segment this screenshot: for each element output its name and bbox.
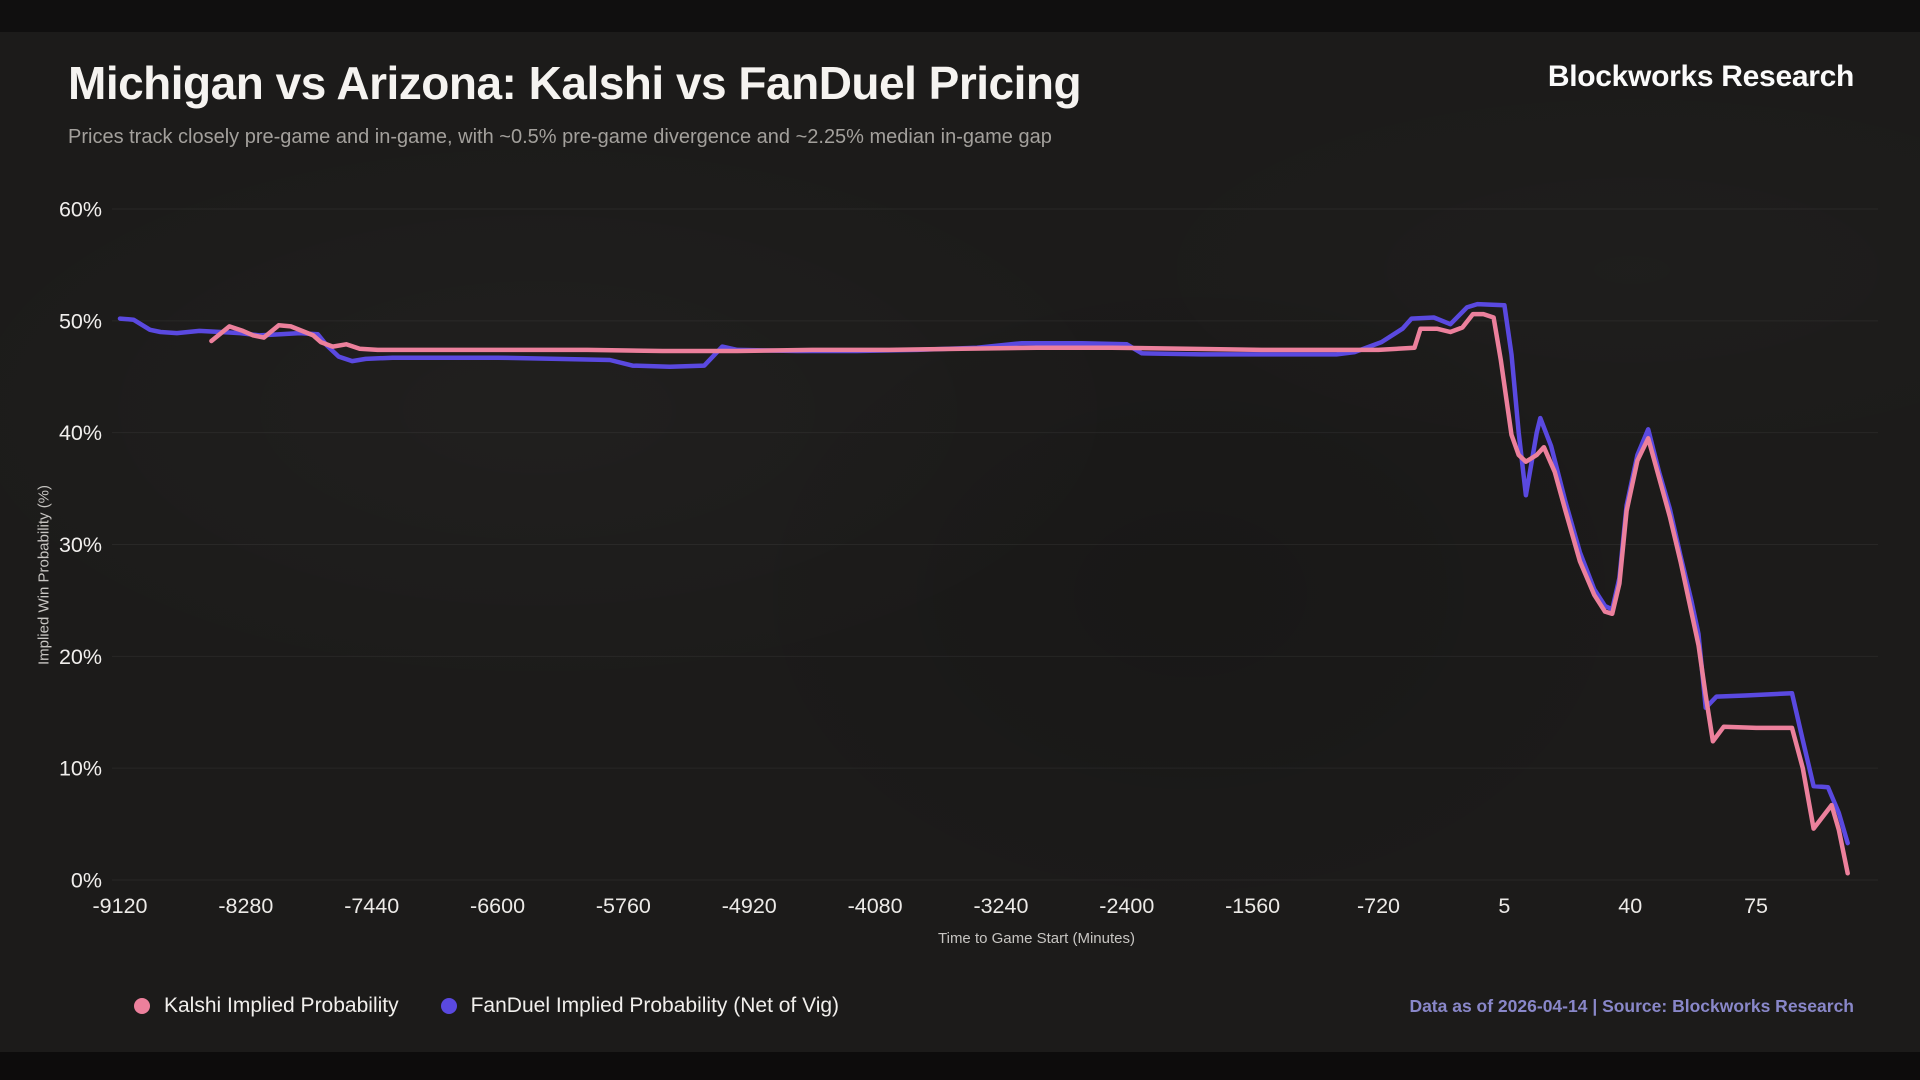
x-tick-label: 40 — [1618, 894, 1642, 918]
x-tick-label: -5760 — [596, 894, 651, 918]
source-footnote: Data as of 2026-04-14 | Source: Blockwor… — [1409, 996, 1854, 1016]
x-tick-label: 5 — [1498, 894, 1510, 918]
x-tick-label: -4920 — [722, 894, 777, 918]
x-tick-label: -9120 — [93, 894, 148, 918]
brand-logo: Blockworks Research — [1547, 60, 1854, 93]
series-line-fanduel — [117, 301, 1850, 846]
x-tick-label: -3240 — [973, 894, 1028, 918]
legend-item-fanduel: FanDuel Implied Probability (Net of Vig) — [440, 994, 840, 1018]
y-tick-label: 20% — [59, 645, 102, 669]
x-tick-label: -4080 — [848, 894, 903, 918]
y-tick-label: 0% — [71, 869, 102, 893]
y-tick-label: 60% — [59, 198, 102, 222]
y-axis-title: Implied Win Probability (%) — [35, 484, 53, 666]
y-tick-label: 40% — [59, 421, 102, 445]
y-tick-label: 50% — [59, 309, 102, 333]
y-tick-label: 10% — [59, 757, 102, 781]
x-tick-label: -1560 — [1225, 894, 1280, 918]
legend-item-kalshi: Kalshi Implied Probability — [134, 994, 399, 1018]
page-title: Michigan vs Arizona: Kalshi vs FanDuel P… — [68, 57, 1082, 109]
bottom-band — [0, 1052, 1920, 1080]
x-tick-label: -6600 — [470, 894, 525, 918]
kalshi-legend-label: Kalshi Implied Probability — [164, 994, 399, 1017]
x-tick-label: 75 — [1744, 894, 1768, 918]
x-tick-label: -7440 — [344, 894, 399, 918]
page-subtitle: Prices track closely pre-game and in-gam… — [68, 126, 1052, 148]
top-band — [0, 0, 1920, 32]
kalshi-legend-dot-icon — [134, 998, 150, 1014]
x-tick-label: -2400 — [1099, 894, 1154, 918]
x-tick-label: -8280 — [218, 894, 273, 918]
x-tick-label: -720 — [1357, 894, 1400, 918]
series-line-kalshi — [209, 311, 1850, 876]
legend: Kalshi Implied Probability FanDuel Impli… — [134, 992, 839, 1020]
fanduel-legend-dot-icon — [440, 998, 457, 1014]
x-axis-title: Time to Game Start (Minutes) — [938, 930, 1135, 947]
fanduel-legend-label: FanDuel Implied Probability (Net of Vig) — [470, 994, 840, 1017]
y-tick-label: 30% — [59, 533, 102, 557]
